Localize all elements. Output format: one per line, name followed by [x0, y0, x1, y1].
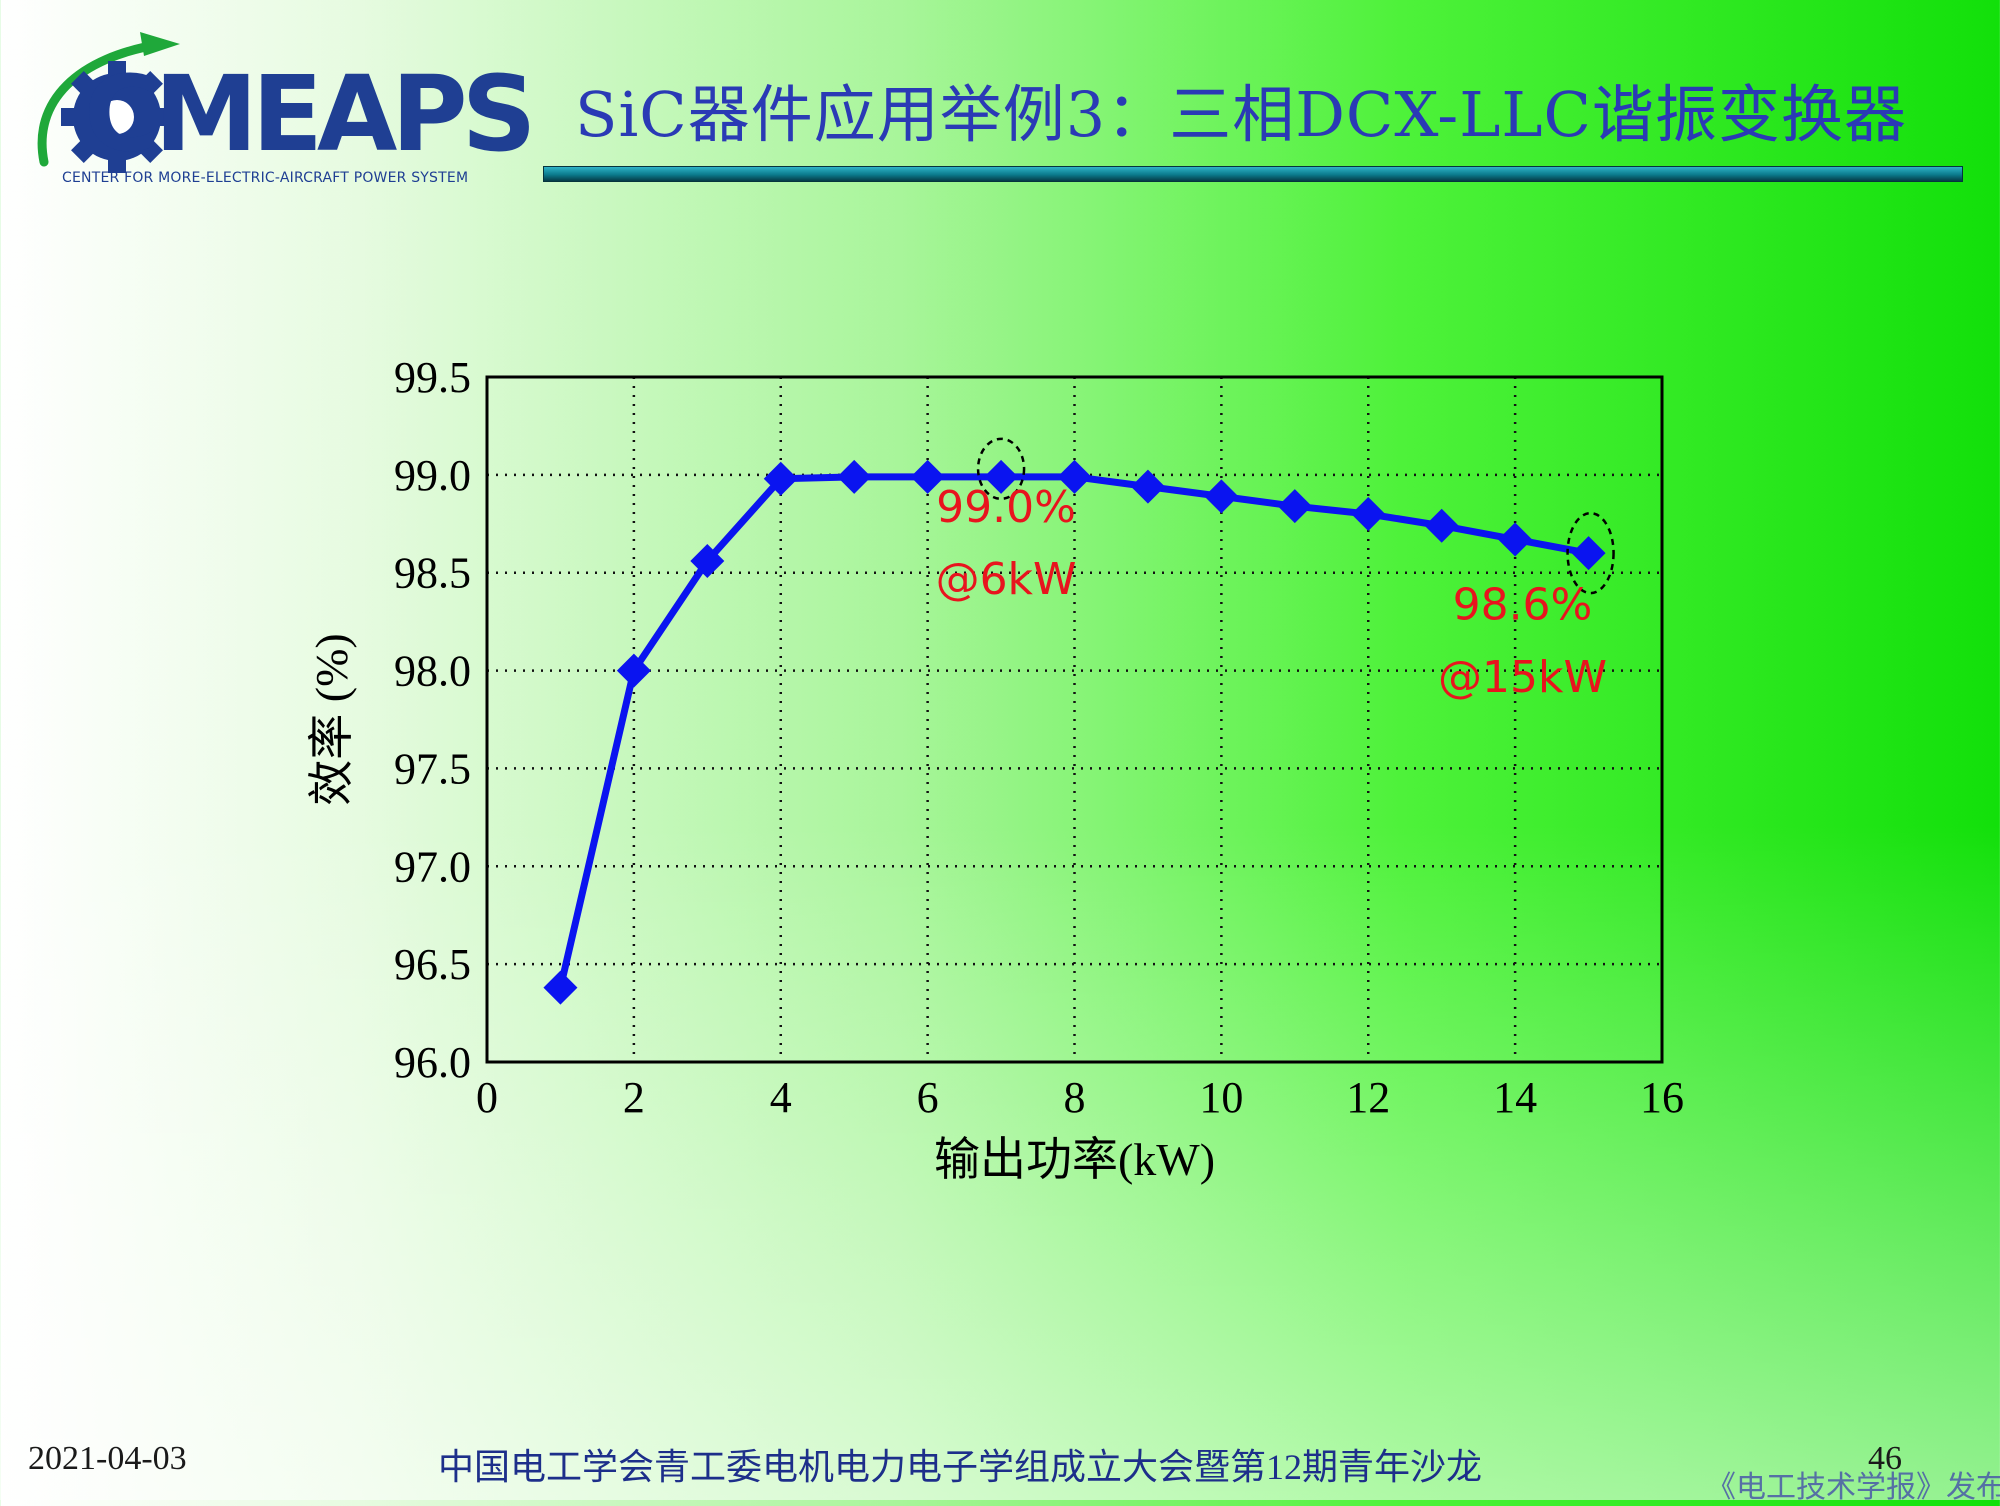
y-tick-label: 97.0 [394, 842, 471, 891]
data-point-marker [1204, 479, 1239, 514]
x-tick-label: 16 [1640, 1073, 1684, 1122]
data-point-marker [1424, 508, 1459, 543]
slide-title: SiC器件应用举例3：三相DCX-LLC谐振变换器 [575, 78, 1907, 151]
data-point-marker [763, 461, 798, 496]
data-point-marker [1351, 497, 1386, 531]
y-axis-label: 效率 (%) [306, 633, 357, 805]
data-point-marker [1571, 536, 1606, 571]
title-underline-bar [543, 166, 1963, 182]
highlight-ellipse [1566, 511, 1615, 595]
x-tick-label: 2 [623, 1073, 645, 1122]
y-tick-label: 97.5 [394, 744, 471, 793]
x-tick-label: 8 [1064, 1073, 1086, 1122]
y-tick-label: 98.0 [394, 647, 471, 696]
data-point-marker [1498, 522, 1533, 557]
data-point-marker [616, 653, 651, 688]
data-point-marker [984, 459, 1019, 494]
y-tick-label: 98.5 [394, 549, 471, 598]
logo-wordmark: CMEAPS [84, 53, 536, 175]
x-tick-label: 10 [1199, 1073, 1243, 1122]
x-tick-label: 6 [917, 1073, 939, 1122]
cmeaps-logo: CMEAPS CENTER FOR MORE-ELECTRIC-AIRCRAFT… [22, 22, 536, 192]
plot-frame [485, 375, 1664, 1064]
annotation-efficiency-label: 98.6% [1453, 580, 1593, 631]
annotation-efficiency-label: 99.0% [936, 482, 1076, 533]
data-point-marker [910, 459, 945, 494]
swoosh-icon [37, 32, 180, 167]
data-point-marker [543, 970, 578, 1005]
page-number: 46 [1868, 1440, 1902, 1477]
annotation-power-label: @6kW [936, 554, 1077, 605]
logo-subtitle: CENTER FOR MORE-ELECTRIC-AIRCRAFT POWER … [62, 170, 469, 186]
y-tick-label: 99.5 [394, 353, 471, 402]
y-tick-label: 99.0 [394, 451, 471, 500]
x-axis-label: 输出功率(kW) [934, 1134, 1215, 1185]
x-tick-label: 4 [770, 1073, 792, 1122]
x-tick-label: 12 [1346, 1073, 1390, 1122]
highlight-ellipse [976, 437, 1026, 501]
source-watermark: 《电工技术学报》发布 [1706, 1471, 2000, 1504]
data-point-marker [690, 543, 725, 578]
x-tick-label: 0 [476, 1073, 498, 1122]
footer-event-title: 中国电工学会青工委电机电力电子学组成立大会暨第12期青年沙龙 [438, 1447, 1483, 1487]
gear-icon [61, 61, 173, 173]
x-tick-label: 14 [1493, 1073, 1537, 1122]
data-point-marker [1130, 469, 1165, 504]
annotation-power-label: @15kW [1438, 652, 1607, 703]
data-point-marker [837, 459, 872, 494]
footer-date: 2021-04-03 [28, 1440, 187, 1477]
y-tick-label: 96.0 [394, 1038, 471, 1087]
efficiency-chart: 0 2 4 6 8 10 12 14 16 99.5 99.0 98.5 98.0 97.5 97.0 96.… [306, 353, 1684, 1185]
y-tick-label: 96.5 [394, 940, 471, 989]
data-point-marker [1057, 459, 1092, 494]
data-point-marker [1277, 489, 1312, 524]
